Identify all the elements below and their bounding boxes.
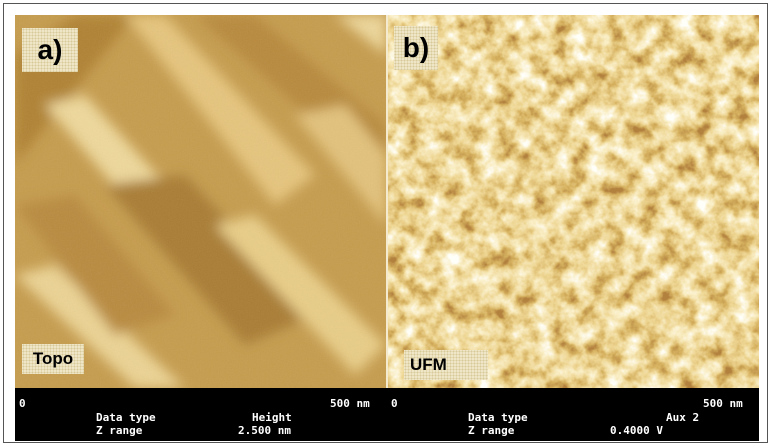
ufm-scan: [388, 15, 759, 388]
z-range-label: Z range: [468, 425, 514, 437]
z-range: 2.500 nm: [238, 425, 291, 437]
scale-start: 0: [391, 398, 398, 410]
z-range-label: Z range: [96, 425, 142, 437]
divider: [386, 15, 388, 388]
page: a) Topo b) UFM 0 500 nm Data type Z rang…: [0, 0, 774, 448]
scale-end: 500 nm: [330, 398, 370, 410]
panel-label: b): [394, 26, 438, 70]
data-type: Aux 2: [666, 412, 699, 424]
data-type: Height: [252, 412, 292, 424]
data-type-label: Data type: [96, 412, 156, 424]
scale-start: 0: [19, 398, 26, 410]
channel-label: Topo: [22, 344, 84, 374]
data-type-label: Data type: [468, 412, 528, 424]
channel-label: UFM: [404, 350, 488, 380]
scale-end: 500 nm: [703, 398, 743, 410]
z-range: 0.4000 V: [610, 425, 663, 437]
panel-label: a): [22, 28, 78, 72]
